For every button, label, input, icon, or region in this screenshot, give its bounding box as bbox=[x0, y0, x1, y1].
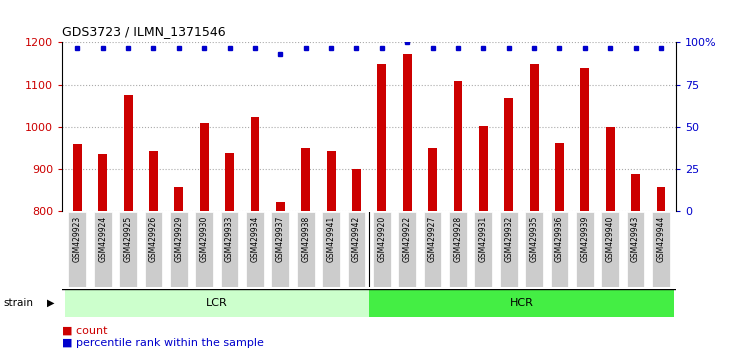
Text: HCR: HCR bbox=[510, 298, 534, 308]
Text: GSM429939: GSM429939 bbox=[580, 216, 589, 263]
FancyBboxPatch shape bbox=[322, 212, 340, 287]
Text: GSM429929: GSM429929 bbox=[175, 216, 183, 262]
Text: GSM429931: GSM429931 bbox=[479, 216, 488, 262]
Bar bbox=[428, 148, 437, 211]
Text: GSM429920: GSM429920 bbox=[377, 216, 387, 262]
Text: GSM429923: GSM429923 bbox=[73, 216, 82, 262]
Bar bbox=[580, 68, 589, 211]
FancyBboxPatch shape bbox=[69, 212, 86, 287]
FancyBboxPatch shape bbox=[221, 212, 238, 287]
FancyBboxPatch shape bbox=[195, 212, 213, 287]
Text: ■ count: ■ count bbox=[62, 326, 107, 336]
Text: GSM429938: GSM429938 bbox=[301, 216, 310, 262]
Bar bbox=[225, 153, 234, 211]
Text: ▶: ▶ bbox=[48, 298, 55, 308]
Text: GSM429932: GSM429932 bbox=[504, 216, 513, 262]
FancyBboxPatch shape bbox=[626, 212, 645, 287]
Text: LCR: LCR bbox=[206, 298, 228, 308]
Text: GSM429942: GSM429942 bbox=[352, 216, 361, 262]
Text: GSM429940: GSM429940 bbox=[606, 216, 615, 263]
Bar bbox=[98, 154, 107, 211]
Bar bbox=[276, 202, 285, 211]
Text: GSM429927: GSM429927 bbox=[428, 216, 437, 262]
Text: GSM429937: GSM429937 bbox=[276, 216, 285, 263]
Text: GSM429935: GSM429935 bbox=[529, 216, 539, 263]
Text: GSM429936: GSM429936 bbox=[555, 216, 564, 263]
FancyBboxPatch shape bbox=[94, 212, 112, 287]
FancyBboxPatch shape bbox=[525, 212, 543, 287]
FancyBboxPatch shape bbox=[64, 289, 369, 317]
FancyBboxPatch shape bbox=[652, 212, 670, 287]
FancyBboxPatch shape bbox=[246, 212, 264, 287]
Text: GSM429925: GSM429925 bbox=[124, 216, 132, 262]
FancyBboxPatch shape bbox=[297, 212, 314, 287]
Bar bbox=[377, 64, 386, 211]
Text: GSM429943: GSM429943 bbox=[631, 216, 640, 263]
Text: strain: strain bbox=[4, 298, 34, 308]
Bar bbox=[200, 123, 208, 211]
FancyBboxPatch shape bbox=[347, 212, 366, 287]
Text: GSM429933: GSM429933 bbox=[225, 216, 234, 263]
Text: GSM429944: GSM429944 bbox=[656, 216, 665, 263]
FancyBboxPatch shape bbox=[550, 212, 568, 287]
Bar bbox=[327, 150, 336, 211]
Bar bbox=[73, 144, 82, 211]
Text: GSM429926: GSM429926 bbox=[149, 216, 158, 262]
Text: GDS3723 / ILMN_1371546: GDS3723 / ILMN_1371546 bbox=[62, 25, 226, 38]
Text: GSM429928: GSM429928 bbox=[453, 216, 463, 262]
Bar bbox=[453, 81, 463, 211]
FancyBboxPatch shape bbox=[576, 212, 594, 287]
FancyBboxPatch shape bbox=[369, 289, 674, 317]
FancyBboxPatch shape bbox=[424, 212, 442, 287]
Bar bbox=[479, 126, 488, 211]
Bar bbox=[301, 148, 310, 211]
FancyBboxPatch shape bbox=[373, 212, 391, 287]
Bar bbox=[606, 127, 615, 211]
Text: GSM429934: GSM429934 bbox=[251, 216, 260, 263]
Bar bbox=[251, 117, 260, 211]
Text: GSM429930: GSM429930 bbox=[200, 216, 209, 263]
FancyBboxPatch shape bbox=[271, 212, 289, 287]
Bar bbox=[352, 170, 361, 211]
FancyBboxPatch shape bbox=[145, 212, 162, 287]
FancyBboxPatch shape bbox=[474, 212, 492, 287]
FancyBboxPatch shape bbox=[119, 212, 137, 287]
Bar bbox=[175, 187, 183, 211]
Bar bbox=[631, 175, 640, 211]
Bar bbox=[149, 151, 158, 211]
FancyBboxPatch shape bbox=[500, 212, 518, 287]
Text: GSM429924: GSM429924 bbox=[98, 216, 107, 262]
FancyBboxPatch shape bbox=[170, 212, 188, 287]
Bar bbox=[530, 64, 539, 211]
FancyBboxPatch shape bbox=[602, 212, 619, 287]
Bar bbox=[504, 98, 513, 211]
Text: ■ percentile rank within the sample: ■ percentile rank within the sample bbox=[62, 338, 264, 348]
Text: GSM429922: GSM429922 bbox=[403, 216, 412, 262]
FancyBboxPatch shape bbox=[449, 212, 467, 287]
Bar bbox=[403, 54, 412, 211]
FancyBboxPatch shape bbox=[398, 212, 416, 287]
Text: GSM429941: GSM429941 bbox=[327, 216, 336, 262]
Bar bbox=[555, 143, 564, 211]
Bar bbox=[656, 187, 665, 211]
Bar bbox=[124, 95, 132, 211]
